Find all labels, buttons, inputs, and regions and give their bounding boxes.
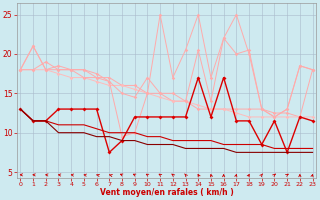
X-axis label: Vent moyen/en rafales ( km/h ): Vent moyen/en rafales ( km/h ) [100, 188, 233, 197]
